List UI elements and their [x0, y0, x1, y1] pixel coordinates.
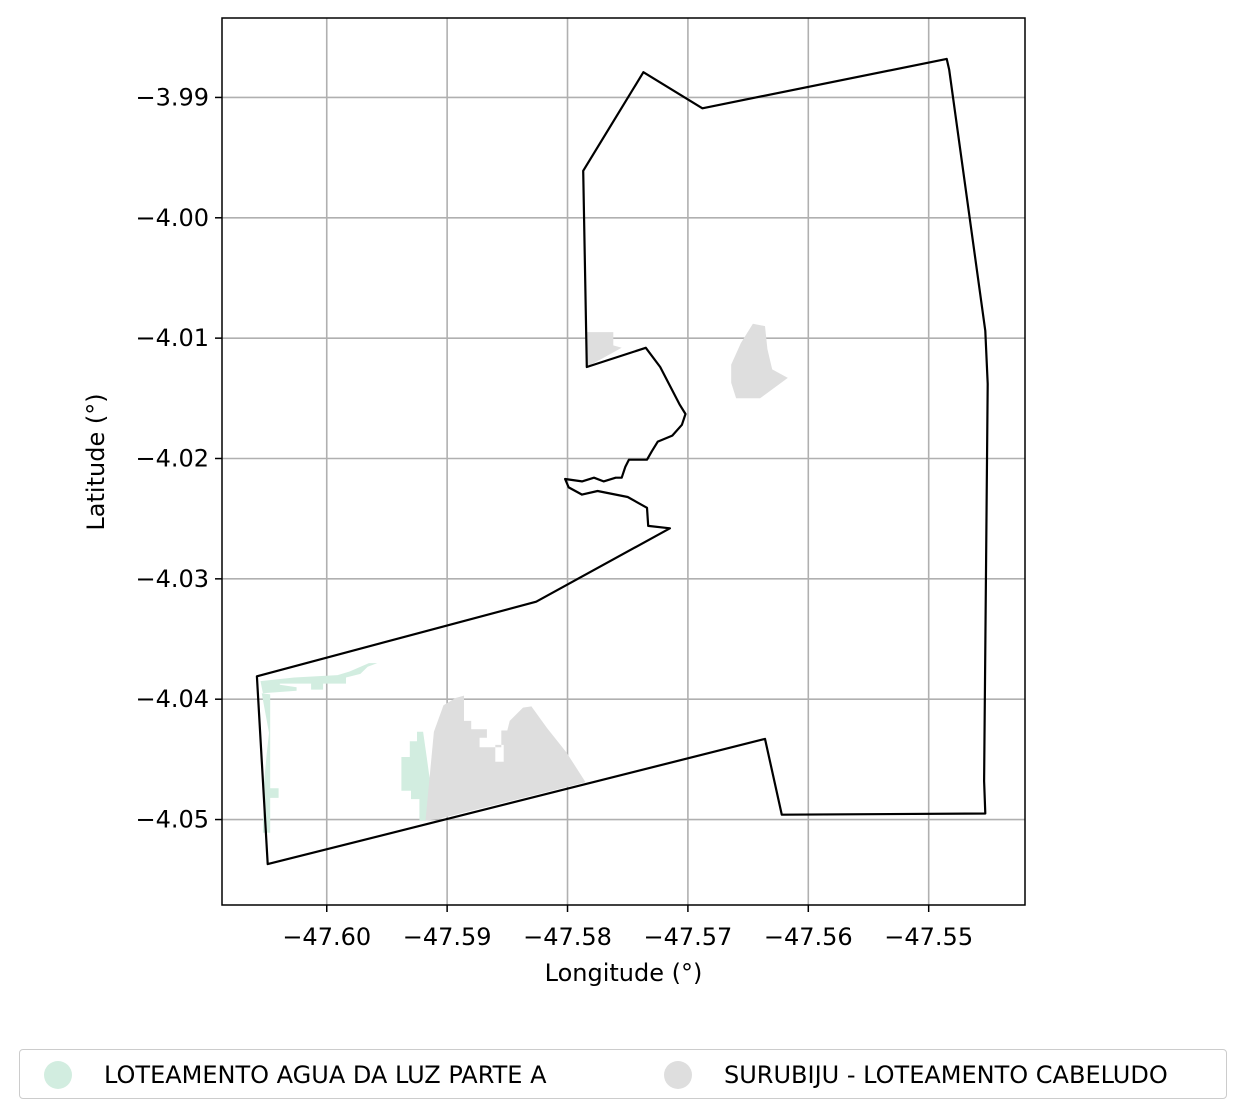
x-axis-label: Longitude (°)	[545, 959, 703, 987]
y-tick-label: −4.03	[135, 565, 209, 593]
axes-frame	[221, 17, 1026, 906]
legend-swatch-surubiju	[664, 1061, 692, 1089]
x-tick-label: −47.60	[282, 923, 371, 951]
area-fill-0	[260, 663, 432, 833]
x-tick-label: −47.58	[523, 923, 612, 951]
y-tick-label: −4.02	[135, 444, 209, 472]
legend-label-surubiju: SURUBIJU - LOTEAMENTO CABELUDO	[724, 1061, 1168, 1089]
y-axis-ticks: −3.99 −4.00 −4.01 −4.02 −4.03 −4.04 −4.05	[135, 83, 222, 834]
area-fill-1	[425, 323, 788, 821]
figure-background	[0, 0, 1248, 1040]
y-tick-label: −4.01	[135, 324, 209, 352]
x-tick-label: −47.59	[403, 923, 492, 951]
legend-swatch-agua-da-luz	[44, 1061, 72, 1089]
grid-lines	[222, 18, 1025, 905]
area-fills	[260, 323, 788, 833]
x-tick-label: −47.57	[643, 923, 732, 951]
y-tick-label: −4.00	[135, 204, 209, 232]
y-tick-label: −3.99	[135, 83, 209, 111]
x-tick-label: −47.55	[884, 923, 973, 951]
x-tick-label: −47.56	[764, 923, 853, 951]
legend: LOTEAMENTO AGUA DA LUZ PARTE A SURUBIJU …	[19, 1049, 1227, 1099]
x-axis-ticks: −47.60 −47.59 −47.58 −47.57 −47.56 −47.55	[282, 905, 973, 951]
boundary-path	[255, 57, 989, 866]
y-axis-label: Latitude (°)	[82, 393, 110, 530]
boundary-outline	[255, 57, 989, 866]
y-tick-label: −4.04	[135, 685, 209, 713]
y-tick-label: −4.05	[135, 806, 209, 834]
legend-item-surubiju: SURUBIJU - LOTEAMENTO CABELUDO	[664, 1050, 1168, 1100]
legend-label-agua-da-luz: LOTEAMENTO AGUA DA LUZ PARTE A	[104, 1061, 547, 1089]
map-chart: −47.60 −47.59 −47.58 −47.57 −47.56 −47.55 −3.…	[0, 0, 1248, 1040]
legend-item-agua-da-luz: LOTEAMENTO AGUA DA LUZ PARTE A	[44, 1050, 547, 1100]
